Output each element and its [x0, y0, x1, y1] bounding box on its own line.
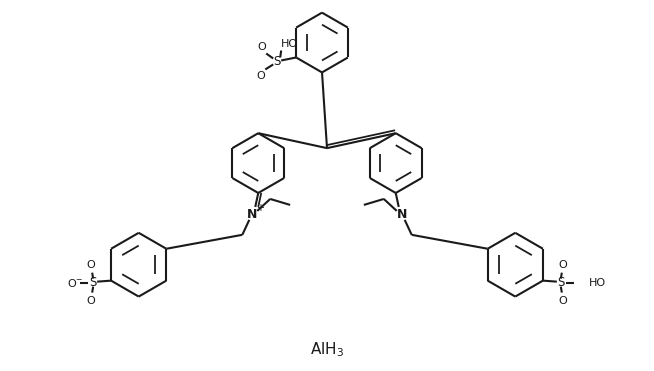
Text: AlH$_3$: AlH$_3$ [310, 340, 344, 359]
Text: S: S [90, 276, 97, 289]
Text: O: O [559, 296, 567, 306]
Text: N: N [396, 209, 407, 221]
Text: N: N [247, 209, 258, 221]
Text: HO: HO [281, 39, 298, 49]
Text: S: S [273, 55, 281, 68]
Text: O: O [257, 42, 266, 52]
Text: O$^{-}$: O$^{-}$ [67, 277, 84, 289]
Text: +: + [256, 203, 264, 213]
Text: O: O [87, 260, 95, 270]
Text: HO: HO [589, 278, 606, 288]
Text: S: S [557, 276, 564, 289]
Text: O: O [256, 71, 265, 81]
Text: O: O [559, 260, 567, 270]
Text: O: O [87, 296, 95, 306]
